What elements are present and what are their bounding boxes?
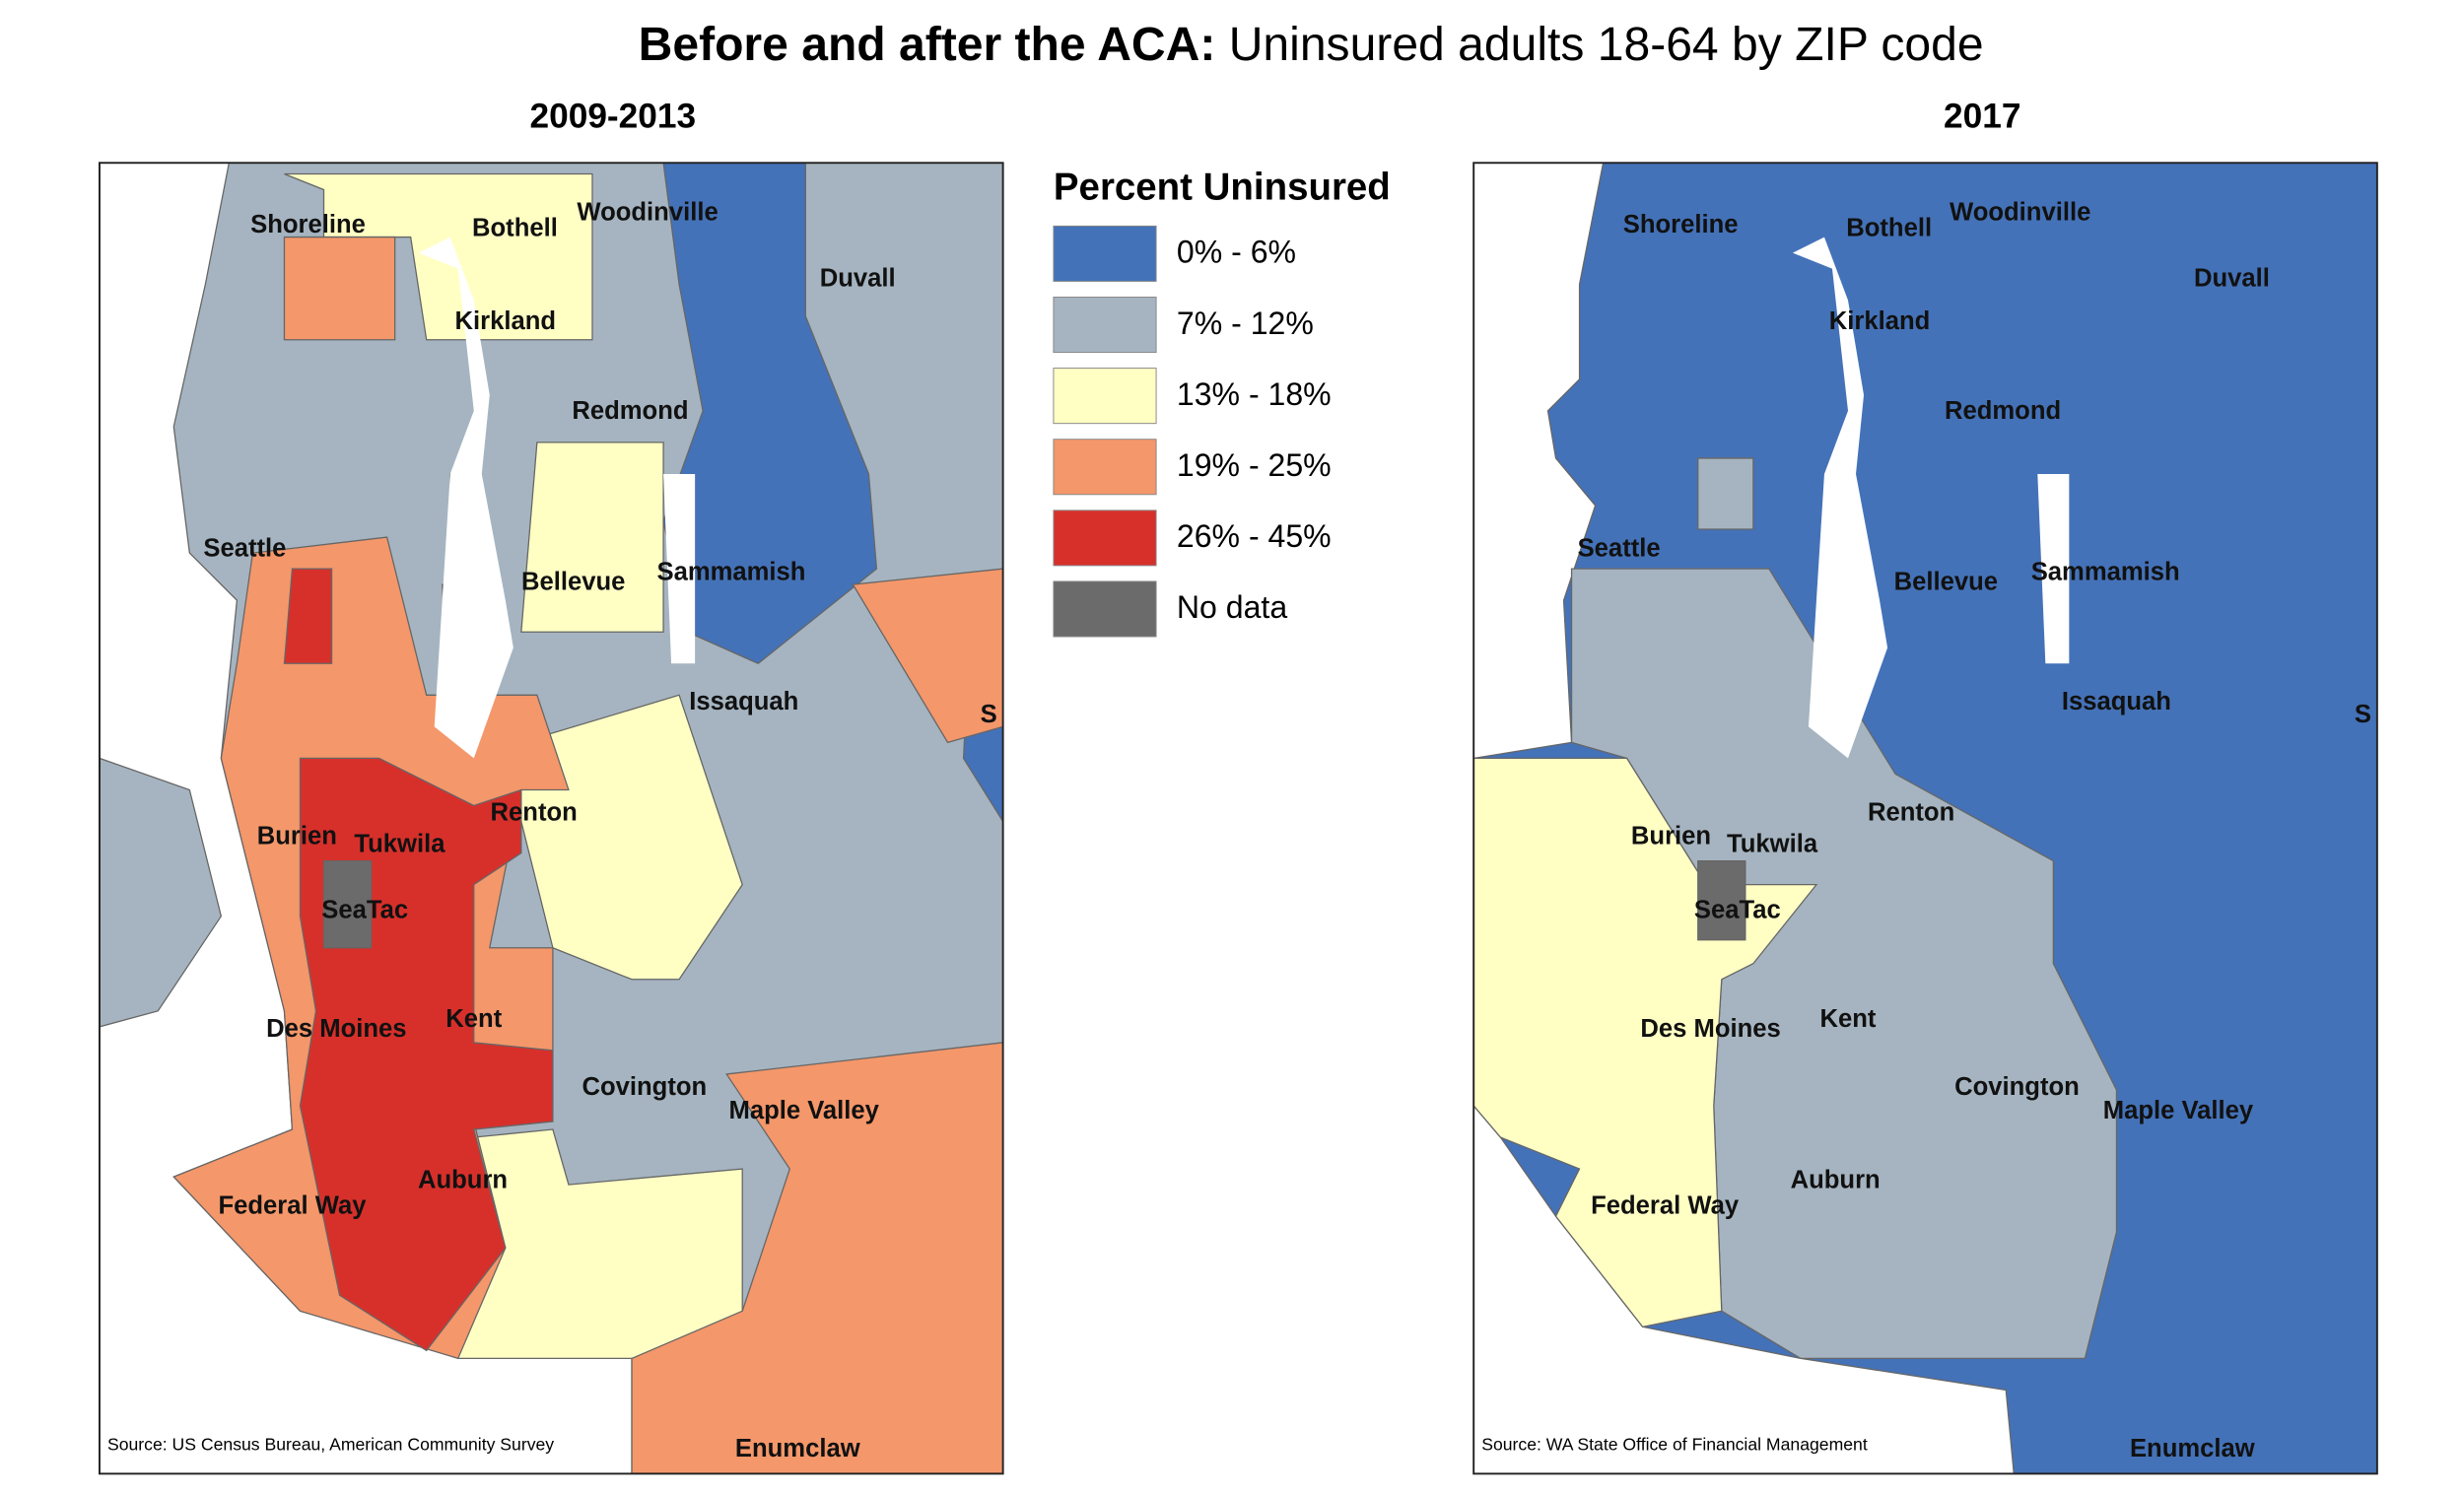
city-label: Renton xyxy=(1868,798,1954,826)
city-label: Bothell xyxy=(1846,214,1932,241)
region xyxy=(1697,859,1746,941)
city-label: Bellevue xyxy=(521,568,625,595)
region xyxy=(322,859,373,949)
map-subtitle: 2017 xyxy=(1944,98,2020,136)
map-2009-2013: Shoreline Bothell Woodinville Duvall Kirklan… xyxy=(99,162,1004,1475)
city-label: Maple Valley xyxy=(728,1097,879,1124)
region xyxy=(662,162,878,665)
city-label: Auburn xyxy=(418,1167,508,1194)
city-label: S xyxy=(981,701,997,728)
legend-label: 0% - 6% xyxy=(1177,235,1296,270)
city-label: Tukwila xyxy=(1727,830,1818,857)
legend-label: 19% - 25% xyxy=(1177,447,1332,483)
city-label: S xyxy=(2355,701,2371,728)
legend-swatch xyxy=(1053,580,1157,638)
region xyxy=(1697,457,1754,530)
city-label: Sammamish xyxy=(656,559,805,586)
city-label: Des Moines xyxy=(1640,1015,1780,1043)
city-label: Maple Valley xyxy=(2103,1097,2254,1124)
region xyxy=(852,568,1004,744)
page-title: Before and after the ACA: Uninsured adul… xyxy=(639,18,1984,71)
lake xyxy=(1792,237,1888,759)
map-frame xyxy=(1472,162,2378,1475)
city-label: Tukwila xyxy=(354,830,445,857)
city-label: Shoreline xyxy=(250,211,366,238)
region xyxy=(283,568,333,664)
city-label: Woodinville xyxy=(577,198,718,226)
city-label: SeaTac xyxy=(1694,897,1781,924)
city-label: Covington xyxy=(582,1073,708,1101)
city-label: Duvall xyxy=(2194,265,2270,293)
lake xyxy=(663,473,696,664)
city-label: Sammamish xyxy=(2031,559,2180,586)
city-label: Burien xyxy=(1631,822,1711,850)
city-label: Burien xyxy=(257,822,337,850)
city-label: Renton xyxy=(491,798,578,826)
region xyxy=(520,694,743,981)
legend-swatch xyxy=(1053,225,1157,282)
lake xyxy=(418,237,513,759)
source-note: Source: US Census Bureau, American Commu… xyxy=(107,1434,554,1454)
city-label: Issaquah xyxy=(689,688,798,715)
region xyxy=(457,1128,743,1360)
city-label: SeaTac xyxy=(321,897,408,924)
city-label: Des Moines xyxy=(266,1015,406,1043)
legend-swatch xyxy=(1053,368,1157,425)
city-label: Bothell xyxy=(472,214,558,241)
city-label: Woodinville xyxy=(1950,198,2090,226)
region xyxy=(283,236,396,341)
city-label: Issaquah xyxy=(2062,688,2171,715)
region xyxy=(99,757,223,1028)
city-label: Bellevue xyxy=(1894,568,1998,595)
legend-label: 7% - 12% xyxy=(1177,306,1314,341)
city-label: Kent xyxy=(1820,1005,1877,1033)
map-subtitle: 2009-2013 xyxy=(530,98,697,136)
city-label: Redmond xyxy=(1945,397,2061,425)
city-label: Kirkland xyxy=(1829,307,1931,335)
lake xyxy=(2037,473,2070,664)
city-label: Kent xyxy=(445,1005,502,1033)
city-label: Redmond xyxy=(572,397,688,425)
legend-label: No data xyxy=(1177,589,1287,625)
legend: Percent Uninsured 0% - 6% 7% - 12% 13% - 1… xyxy=(1053,167,1391,638)
city-label: Enumclaw xyxy=(2130,1435,2255,1462)
map-frame xyxy=(99,162,1004,1475)
title-rest: Uninsured adults 18-64 by ZIP code xyxy=(1229,18,1984,71)
city-label: Kirkland xyxy=(455,307,557,335)
city-label: Auburn xyxy=(1791,1167,1881,1194)
city-label: Seattle xyxy=(203,535,286,563)
city-label: Shoreline xyxy=(1623,211,1739,238)
legend-title: Percent Uninsured xyxy=(1054,167,1391,209)
city-label: Enumclaw xyxy=(735,1435,860,1462)
legend-swatch xyxy=(1053,439,1157,496)
legend-swatch xyxy=(1053,510,1157,567)
city-label: Duvall xyxy=(820,265,896,293)
title-bold: Before and after the ACA: xyxy=(639,18,1216,71)
legend-swatch xyxy=(1053,296,1157,354)
source-note: Source: WA State Office of Financial Man… xyxy=(1481,1434,1868,1454)
city-label: Federal Way xyxy=(1591,1191,1740,1219)
map-2017: Shoreline Bothell Woodinville Duvall Kirklan… xyxy=(1472,162,2378,1475)
city-label: Federal Way xyxy=(218,1191,367,1219)
region xyxy=(520,442,664,633)
city-label: Covington xyxy=(1954,1073,2080,1101)
legend-label: 26% - 45% xyxy=(1177,518,1332,554)
city-label: Seattle xyxy=(1578,535,1661,563)
legend-label: 13% - 18% xyxy=(1177,376,1332,412)
